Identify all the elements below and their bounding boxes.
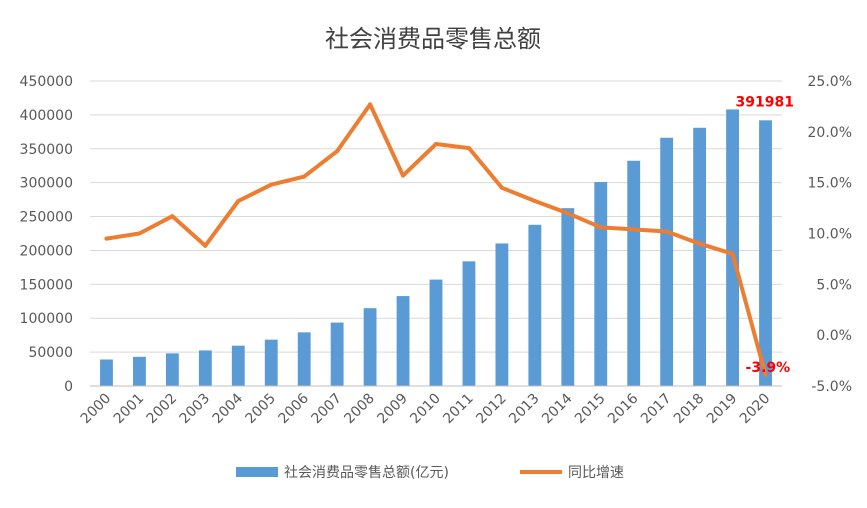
line-point — [631, 227, 636, 232]
line-point — [137, 231, 142, 236]
left-tick-label: 50000 — [28, 345, 73, 361]
line-point — [466, 146, 471, 151]
right-tick-label: 5.0% — [816, 277, 852, 293]
bar — [231, 345, 245, 386]
right-tick-label: 0.0% — [816, 328, 852, 344]
right-tick-label: 20.0% — [808, 125, 852, 141]
line-point — [434, 142, 438, 147]
line-point — [730, 251, 735, 256]
line-point — [269, 182, 274, 187]
legend-bar-swatch — [236, 467, 278, 477]
left-tick-label: 400000 — [20, 108, 73, 124]
left-axis: 0 50000 100000 150000 200000 250000 300000 3500… — [20, 74, 73, 395]
bar — [462, 261, 476, 386]
legend: 社会消费品零售总额(亿元) 同比增速 — [236, 465, 624, 481]
right-tick-label: 25.0% — [808, 74, 852, 90]
left-tick-label: 200000 — [20, 243, 73, 259]
line-point — [763, 372, 768, 377]
bar — [495, 243, 509, 386]
bar — [297, 332, 311, 386]
bar — [594, 182, 608, 386]
bar — [528, 224, 542, 386]
bar — [133, 356, 146, 386]
annotations: 391981 -3.9% — [736, 94, 794, 375]
left-tick-label: 450000 — [20, 74, 73, 90]
bar — [660, 137, 674, 386]
bar — [100, 359, 113, 386]
line-point — [170, 214, 175, 219]
left-tick-label: 250000 — [20, 210, 73, 226]
bar — [363, 308, 377, 386]
left-tick-label: 100000 — [20, 311, 73, 327]
bar — [429, 279, 443, 386]
bar — [165, 353, 179, 386]
bar — [198, 350, 212, 386]
line-point — [104, 236, 109, 241]
right-tick-label: 15.0% — [808, 176, 852, 192]
line-point — [302, 174, 307, 179]
bar — [726, 109, 739, 387]
line-series — [104, 102, 768, 377]
bar — [264, 339, 278, 386]
bar — [693, 127, 707, 386]
left-tick-label: 150000 — [20, 277, 73, 293]
line-point — [236, 198, 241, 203]
line-point — [335, 149, 340, 154]
right-tick-label: 10.0% — [808, 227, 852, 243]
legend-line-label: 同比增速 — [568, 465, 624, 481]
left-tick-label: 0 — [64, 379, 73, 395]
left-tick-label: 300000 — [20, 176, 73, 192]
line-point — [499, 185, 504, 190]
chart-title: 社会消费品零售总额 — [325, 25, 541, 53]
right-tick-label: -5.0% — [811, 379, 852, 395]
bar — [561, 208, 575, 386]
legend-bar-label: 社会消费品零售总额(亿元) — [284, 465, 449, 481]
line-point — [401, 173, 406, 178]
bar-series — [100, 109, 772, 387]
bar-data-label: 391981 — [736, 94, 794, 110]
line-point — [368, 102, 373, 107]
line-point — [664, 229, 669, 234]
line-point — [532, 198, 537, 203]
bar — [759, 120, 772, 387]
line-point — [697, 241, 702, 246]
left-tick-label: 350000 — [20, 142, 73, 158]
line-data-label: -3.9% — [746, 360, 791, 376]
line-point — [598, 225, 603, 230]
line-point — [203, 243, 208, 248]
right-axis: -5.0% 0.0% 5.0% 10.0% 15.0% 20.0% 25.0% — [808, 74, 852, 395]
bar — [396, 296, 410, 386]
bar — [627, 160, 641, 386]
bar — [330, 322, 344, 386]
line-point — [565, 211, 570, 216]
